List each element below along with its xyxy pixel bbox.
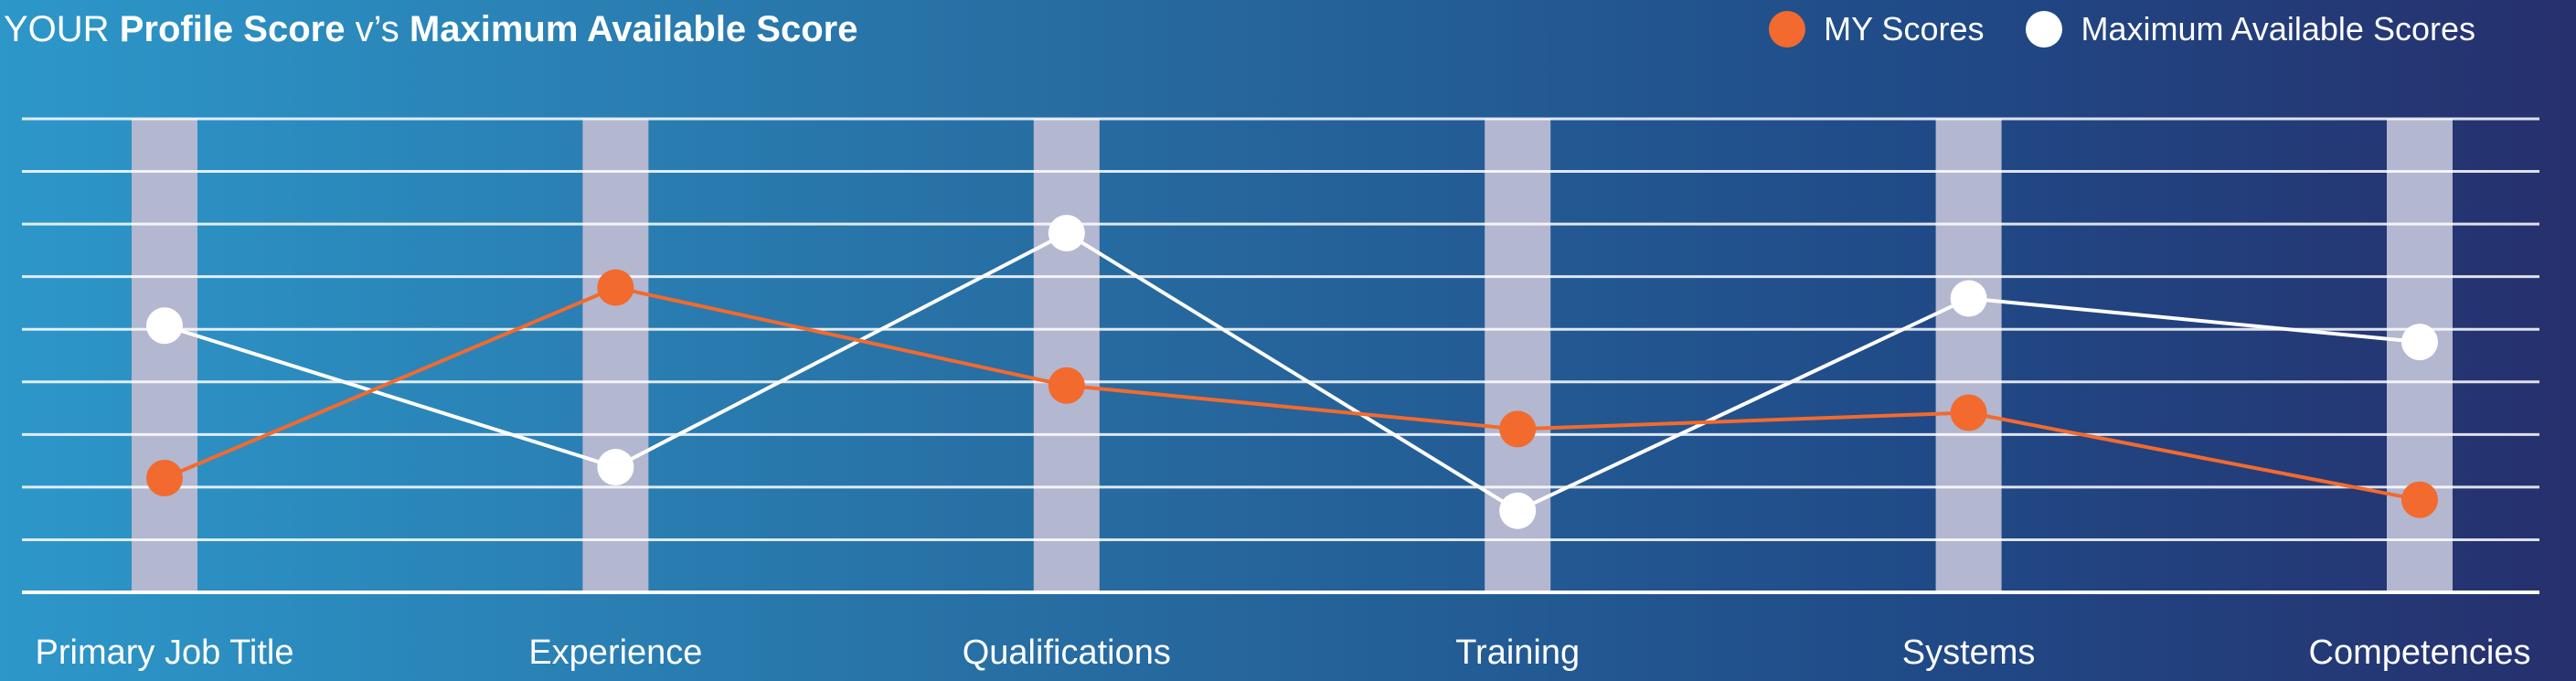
column-band-2: [1033, 119, 1100, 592]
column-bands: [132, 119, 2453, 592]
column-band-0: [132, 119, 197, 592]
point-max-scores-1: [597, 449, 634, 486]
series-line-my-scores: [164, 285, 2421, 502]
point-my-scores-3: [1499, 410, 1537, 448]
point-my-scores-1: [597, 269, 634, 306]
point-my-scores-5: [2401, 481, 2438, 518]
category-label-1: Experience: [528, 633, 702, 672]
legend-item-my-scores: MY Scores: [1769, 7, 1984, 51]
series-lines: [146, 215, 2438, 529]
point-my-scores-4: [1950, 394, 1987, 431]
legend: MY Scores Maximum Available Scores: [1769, 7, 2475, 51]
title-prefix: YOUR: [4, 9, 110, 49]
category-label-0: Primary Job Title: [36, 633, 294, 672]
point-max-scores-4: [1950, 280, 1987, 317]
title-bold-maximum-score: Maximum Available Score: [409, 9, 858, 49]
gridlines: [22, 117, 2539, 594]
title-middle: v’s: [355, 9, 399, 49]
category-label-3: Training: [1455, 633, 1580, 672]
title-bold-profile-score: Profile Score: [119, 9, 346, 49]
legend-label-my-scores: MY Scores: [1824, 10, 1985, 48]
chart-title: YOUR Profile Score v’s Maximum Available…: [4, 5, 857, 53]
point-my-scores-2: [1048, 367, 1085, 404]
category-label-2: Qualifications: [963, 633, 1171, 672]
point-my-scores-0: [146, 459, 183, 496]
category-labels: Primary Job Title Experience Qualification…: [36, 633, 2531, 672]
point-max-scores-3: [1499, 492, 1537, 529]
legend-dot-my-scores: [1769, 11, 1806, 48]
point-max-scores-2: [1048, 215, 1085, 252]
column-band-1: [582, 119, 649, 592]
column-band-4: [1935, 119, 2002, 592]
point-max-scores-0: [146, 307, 183, 345]
legend-item-max-scores: Maximum Available Scores: [2026, 7, 2475, 51]
series-line-max-scores: [164, 230, 2421, 513]
legend-label-max-scores: Maximum Available Scores: [2081, 10, 2475, 48]
point-max-scores-5: [2401, 324, 2438, 361]
category-label-5: Competencies: [2309, 633, 2531, 672]
legend-dot-max-scores: [2026, 11, 2063, 48]
category-label-4: Systems: [1902, 633, 2036, 672]
